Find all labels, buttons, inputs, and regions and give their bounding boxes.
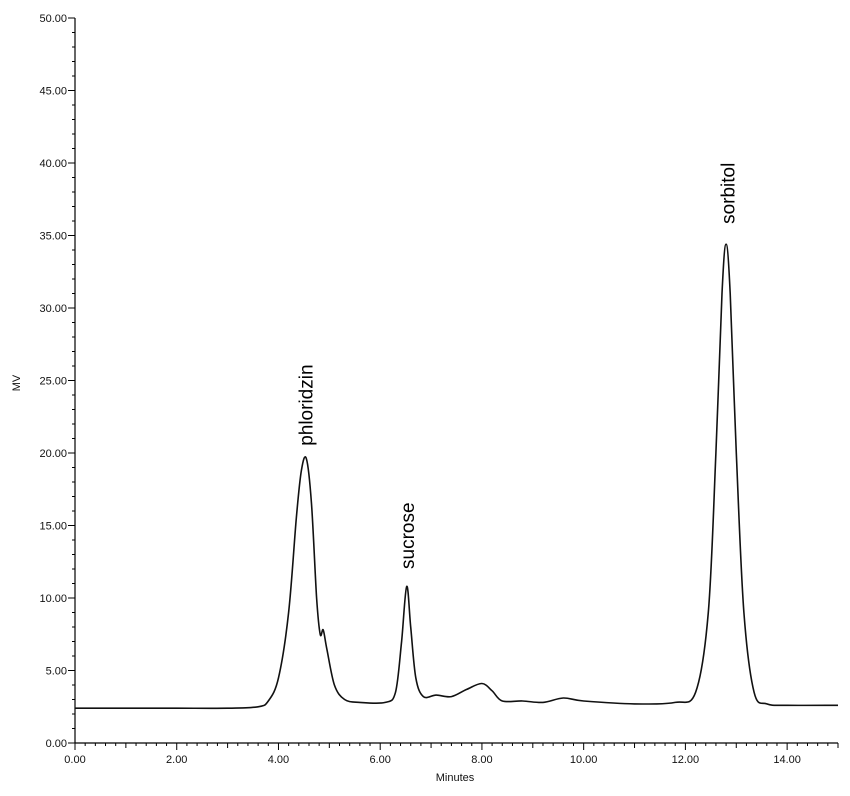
x-tick-label: 2.00 <box>166 754 187 766</box>
x-tick-label: 4.00 <box>268 754 289 766</box>
y-axis-title: MV <box>11 374 23 391</box>
x-tick-label: 12.00 <box>672 754 700 766</box>
x-axis: 0.00 2.00 4.00 6.00 8.00 10.00 12.00 14.00 <box>64 742 839 766</box>
peak-label-sucrose: sucrose <box>398 502 419 569</box>
peak-labels: phloridzin sucrose sorbitol <box>296 163 739 569</box>
y-tick-label: 30.00 <box>39 303 67 315</box>
y-tick-label: 45.00 <box>39 86 67 98</box>
y-tick-label: 20.00 <box>39 448 67 460</box>
x-tick-label: 8.00 <box>471 754 492 766</box>
x-tick-label: 6.00 <box>369 754 390 766</box>
y-tick-label: 10.00 <box>39 593 67 605</box>
y-tick-label: 40.00 <box>39 158 67 170</box>
y-axis: 0.00 5.00 10.00 15.00 20.00 25.00 30.00 35.00 40… <box>39 13 76 750</box>
peak-label-sorbitol: sorbitol <box>719 163 740 224</box>
peak-label-phloridzin: phloridzin <box>296 364 317 445</box>
y-tick-label: 5.00 <box>46 666 67 678</box>
x-axis-title: Minutes <box>436 772 475 784</box>
chromatogram-trace <box>75 243 839 710</box>
y-tick-label: 15.00 <box>39 521 67 533</box>
y-tick-label: 50.00 <box>39 13 67 25</box>
y-tick-label: 25.00 <box>39 376 67 388</box>
y-tick-label: 0.00 <box>46 738 67 750</box>
y-tick-label: 35.00 <box>39 231 67 243</box>
x-tick-label: 14.00 <box>773 754 801 766</box>
x-tick-label: 0.00 <box>64 754 85 766</box>
x-tick-label: 10.00 <box>570 754 598 766</box>
